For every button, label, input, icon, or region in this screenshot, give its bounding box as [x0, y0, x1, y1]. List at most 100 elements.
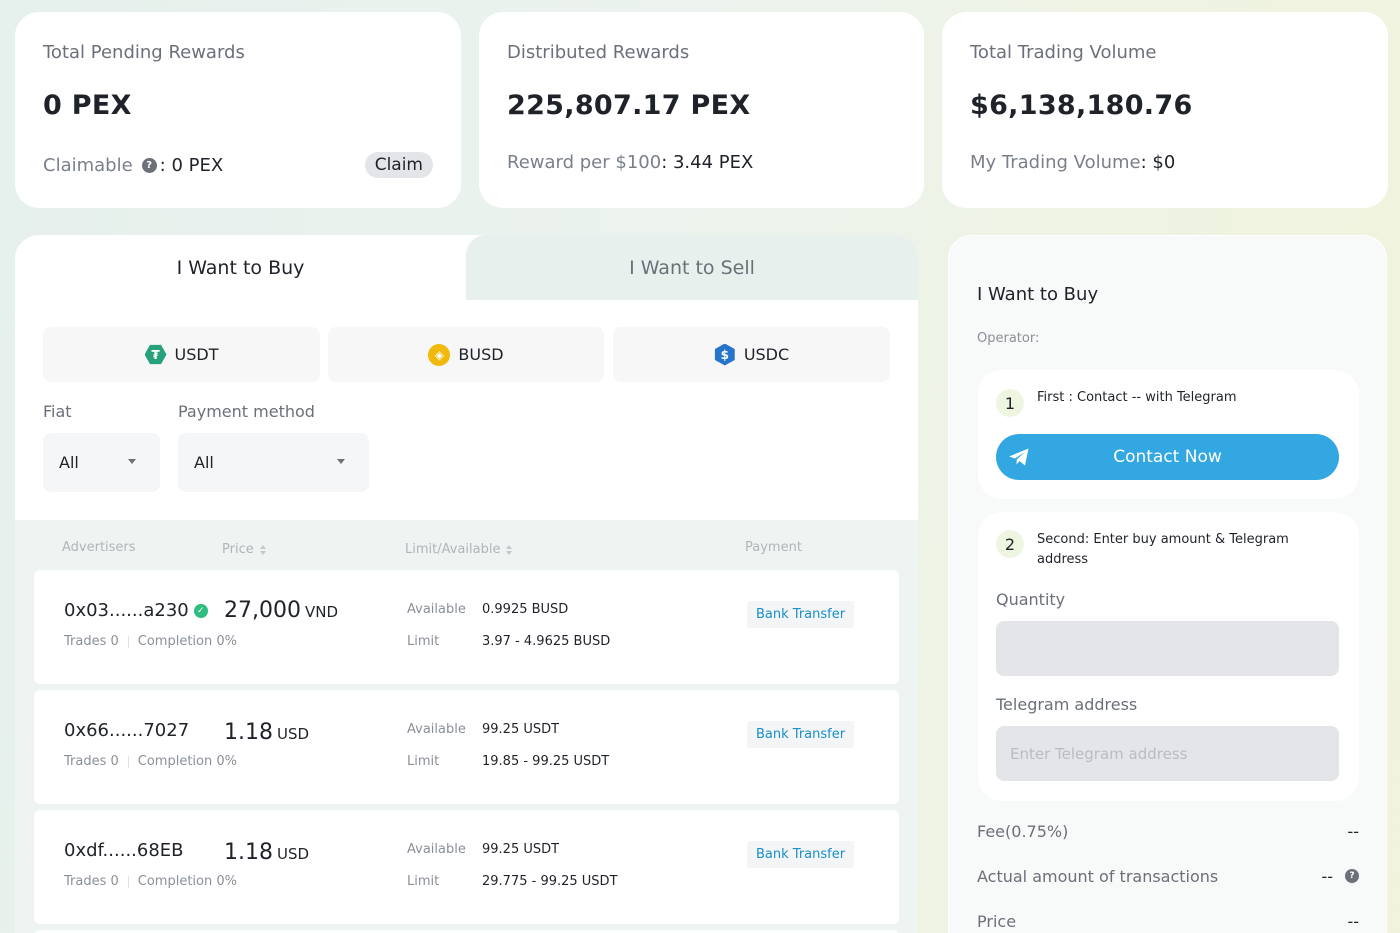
fiat-label: Fiat [43, 402, 72, 421]
busd-icon: ◈ [428, 343, 451, 366]
fee-value: -- [1347, 822, 1359, 841]
table-row[interactable]: 0x03......a230 ✓ Trades 0 Completion 0% 2… [34, 570, 899, 684]
header-price[interactable]: Price [222, 542, 266, 557]
header-limit[interactable]: Limit/Available [405, 542, 513, 557]
claimable-label: Claimable [43, 154, 133, 176]
help-icon[interactable]: ? [141, 157, 157, 173]
operator-label: Operator: [977, 331, 1040, 346]
fiat-select[interactable]: All [43, 433, 160, 492]
available-key: Available [407, 842, 466, 857]
telegram-label: Telegram address [996, 695, 1138, 714]
fee-label: Fee(0.75%) [977, 822, 1069, 841]
step-number: 1 [996, 389, 1024, 417]
my-volume-value: : $0 [1140, 152, 1176, 173]
price-row: Price -- [977, 912, 1359, 931]
limit-value: 29.775 - 99.25 USDT [482, 874, 618, 889]
step-contact-card: 1 First : Contact -- with Telegram Conta… [978, 370, 1359, 499]
fiat-select-value: All [59, 453, 79, 472]
coin-label: USDC [743, 345, 790, 364]
caret-down-icon [128, 459, 136, 464]
step-text: First : Contact -- with Telegram [1037, 390, 1237, 405]
tab-buy[interactable]: I Want to Buy [15, 235, 466, 300]
payment-method-label: Payment method [178, 402, 315, 421]
pending-rewards-value: 0 PEX [43, 90, 132, 121]
order-panel: I Want to Buy Operator: 1 First : Contac… [948, 235, 1387, 933]
trade-tabs: I Want to Buy I Want to Sell [15, 235, 918, 300]
limit-value: 19.85 - 99.25 USDT [482, 754, 610, 769]
usdc-icon: $ [714, 343, 735, 366]
step-number: 2 [996, 530, 1024, 558]
price: 1.18 USD [224, 720, 310, 745]
ads-table: Advertisers Price Limit/Available Paymen… [15, 520, 918, 933]
limit-key: Limit [407, 874, 440, 889]
payment-badge: Bank Transfer [747, 601, 855, 628]
fee-row: Fee(0.75%) -- [977, 822, 1359, 841]
telegram-icon [1009, 448, 1029, 466]
limit-key: Limit [407, 634, 440, 649]
trading-volume-card: Total Trading Volume $6,138,180.76 My Tr… [942, 12, 1388, 208]
trading-volume-label: Total Trading Volume [970, 42, 1157, 63]
advertiser[interactable]: 0xdf......68EB [64, 840, 184, 861]
actual-amount-row: Actual amount of transactions -- ? [977, 867, 1359, 886]
coin-usdc-button[interactable]: $ USDC [613, 327, 890, 382]
price-value: -- [1347, 912, 1359, 931]
sort-icon [259, 544, 266, 555]
available-key: Available [407, 602, 466, 617]
verified-icon: ✓ [193, 603, 208, 618]
claimable-value: : 0 PEX [159, 154, 224, 176]
quantity-input[interactable] [996, 621, 1339, 676]
table-row[interactable]: 0x66......7027 Trades 0 Completion 0% 1.1… [34, 690, 899, 804]
contact-now-label: Contact Now [1113, 447, 1222, 467]
distributed-rewards-card: Distributed Rewards 225,807.17 PEX Rewar… [479, 12, 924, 208]
caret-down-icon [337, 459, 345, 464]
available-value: 0.9925 BUSD [482, 602, 569, 617]
price-label: Price [977, 912, 1017, 931]
coin-busd-button[interactable]: ◈ BUSD [328, 327, 604, 382]
pending-rewards-card: Total Pending Rewards 0 PEX Claimable ? … [15, 12, 461, 208]
payment-select-value: All [194, 453, 214, 472]
reward-per-value: : 3.44 PEX [661, 152, 754, 173]
trade-panel: I Want to Buy I Want to Sell ₮ USDT ◈ BU… [15, 235, 918, 933]
distributed-rewards-label: Distributed Rewards [507, 42, 690, 63]
quantity-label: Quantity [996, 590, 1066, 609]
distributed-rewards-value: 225,807.17 PEX [507, 90, 751, 121]
reward-per-row: Reward per $100 : 3.44 PEX [507, 152, 896, 173]
tether-icon: ₮ [144, 344, 167, 365]
advertiser[interactable]: 0x66......7027 [64, 720, 190, 741]
table-row[interactable] [34, 930, 899, 933]
advertiser-meta: Trades 0 Completion 0% [64, 754, 237, 769]
table-row[interactable]: 0xdf......68EB Trades 0 Completion 0% 1.1… [34, 810, 899, 924]
payment-method-select[interactable]: All [178, 433, 369, 492]
available-value: 99.25 USDT [482, 722, 560, 737]
trading-volume-value: $6,138,180.76 [970, 90, 1193, 121]
actual-amount-label: Actual amount of transactions [977, 867, 1219, 886]
advertiser-meta: Trades 0 Completion 0% [64, 634, 237, 649]
telegram-input[interactable] [996, 726, 1339, 781]
advertiser[interactable]: 0x03......a230 ✓ [64, 600, 208, 621]
step-amount-card: 2 Second: Enter buy amount & Telegram ad… [978, 512, 1359, 801]
contact-now-button[interactable]: Contact Now [996, 434, 1339, 480]
limit-value: 3.97 - 4.9625 BUSD [482, 634, 611, 649]
coin-usdt-button[interactable]: ₮ USDT [43, 327, 320, 382]
price: 1.18 USD [224, 840, 310, 865]
claimable-row: Claimable ? : 0 PEX Claim [43, 152, 433, 178]
coin-label: BUSD [458, 345, 504, 364]
claim-button[interactable]: Claim [364, 152, 433, 178]
reward-per-label: Reward per $100 [507, 152, 662, 173]
step-text: Second: Enter buy amount & Telegram addr… [1037, 532, 1289, 567]
price: 27,000 VND [224, 598, 339, 623]
available-key: Available [407, 722, 466, 737]
advertiser-meta: Trades 0 Completion 0% [64, 874, 237, 889]
available-value: 99.25 USDT [482, 842, 560, 857]
order-title: I Want to Buy [977, 284, 1099, 305]
tab-sell[interactable]: I Want to Sell [466, 235, 918, 300]
help-icon[interactable]: ? [1345, 869, 1359, 883]
my-volume-label: My Trading Volume [970, 152, 1141, 173]
payment-badge: Bank Transfer [747, 721, 855, 748]
my-volume-row: My Trading Volume : $0 [970, 152, 1360, 173]
sort-icon [506, 544, 513, 555]
coin-label: USDT [174, 345, 219, 364]
actual-amount-value: -- [1321, 867, 1333, 886]
limit-key: Limit [407, 754, 440, 769]
header-payment: Payment [745, 540, 802, 555]
